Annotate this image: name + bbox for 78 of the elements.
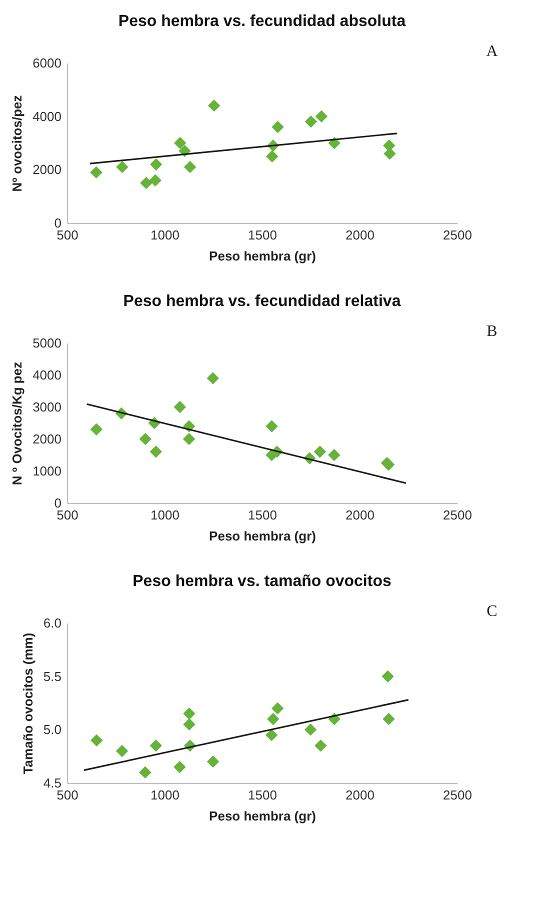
x-tick-label: 1000 xyxy=(150,508,180,522)
x-tick-label: 1000 xyxy=(150,228,180,242)
point xyxy=(150,740,162,752)
point xyxy=(150,158,162,170)
x-axis-title: Peso hembra (gr) xyxy=(209,528,316,544)
point xyxy=(116,744,128,758)
x-tick-label: 2500 xyxy=(443,508,472,522)
point xyxy=(272,120,284,134)
point xyxy=(384,148,396,160)
y-axis-title: Tamaño ovocitos (mm) xyxy=(20,632,36,774)
point xyxy=(266,712,280,726)
point xyxy=(382,670,394,682)
point xyxy=(90,423,103,436)
point xyxy=(265,728,278,742)
point xyxy=(139,432,152,446)
y-tick-label: 6.0 xyxy=(43,616,62,630)
point xyxy=(304,116,318,128)
point xyxy=(304,724,317,736)
chart-title: Peso hembra vs. fecundidad relativa xyxy=(123,293,401,310)
y-tick-label: 4000 xyxy=(32,368,62,382)
point xyxy=(174,136,186,150)
y-tick-label: 5.0 xyxy=(43,722,62,738)
text: C xyxy=(486,603,498,620)
x-tick-label: 500 xyxy=(56,508,78,522)
x-tick-label: 1500 xyxy=(248,228,277,242)
y-tick-label: 2000 xyxy=(32,162,62,178)
point xyxy=(314,740,327,752)
x-tick-label: 2000 xyxy=(346,228,374,242)
point xyxy=(315,110,328,122)
x-tick-label: 1500 xyxy=(248,508,277,522)
x-tick-label: 2000 xyxy=(346,508,374,522)
point xyxy=(139,766,152,778)
y-tick-label: 6000 xyxy=(32,56,62,70)
point xyxy=(150,446,162,458)
x-tick-label: 500 xyxy=(56,788,78,802)
point xyxy=(382,712,395,726)
x-tick-label: 2500 xyxy=(443,228,472,242)
point xyxy=(174,400,186,414)
point xyxy=(149,174,162,186)
y-tick-label: 5000 xyxy=(32,336,62,350)
y-axis-title: N º Ovocitos/Kg pez xyxy=(10,361,25,486)
point xyxy=(206,756,220,768)
x-tick-label: 2000 xyxy=(346,788,374,802)
x-tick-label: 1000 xyxy=(150,788,180,802)
y-tick-label: 2000 xyxy=(32,432,62,446)
point xyxy=(184,160,196,174)
y-tick-label: 4000 xyxy=(32,108,62,124)
y-tick-label: 0 xyxy=(54,496,62,510)
x-tick-label: 1500 xyxy=(248,788,277,802)
point xyxy=(266,150,278,162)
point xyxy=(182,432,196,446)
point xyxy=(90,734,103,746)
point xyxy=(206,372,219,384)
point xyxy=(183,708,196,720)
y-tick-label: 0 xyxy=(54,216,62,230)
x-axis-title: Peso hembra (gr) xyxy=(209,248,316,264)
y-tick-label: 4.5 xyxy=(43,776,62,790)
x-tick-label: 2500 xyxy=(443,788,472,802)
y-axis-title: Nº ovocitos/pez xyxy=(10,94,25,192)
text: A xyxy=(486,43,498,60)
chart-title: Peso hembra vs. fecundidad absoluta xyxy=(118,13,406,30)
chart-title: Peso hembra vs. tamaño ovocitos xyxy=(132,573,392,590)
point xyxy=(116,160,128,174)
point xyxy=(183,718,196,730)
x-axis-title: Peso hembra (gr) xyxy=(209,808,316,824)
point xyxy=(328,448,340,462)
point xyxy=(314,446,326,458)
x-tick-label: 500 xyxy=(56,228,78,242)
y-tick-label: 5.5 xyxy=(43,668,62,684)
point xyxy=(140,176,152,190)
y-tick-label: 1000 xyxy=(32,464,62,478)
text: B xyxy=(486,323,498,340)
point xyxy=(90,166,102,178)
y-tick-label: 3000 xyxy=(32,400,62,414)
point xyxy=(271,702,284,714)
point xyxy=(266,420,278,432)
point xyxy=(174,760,186,774)
point xyxy=(208,100,220,112)
